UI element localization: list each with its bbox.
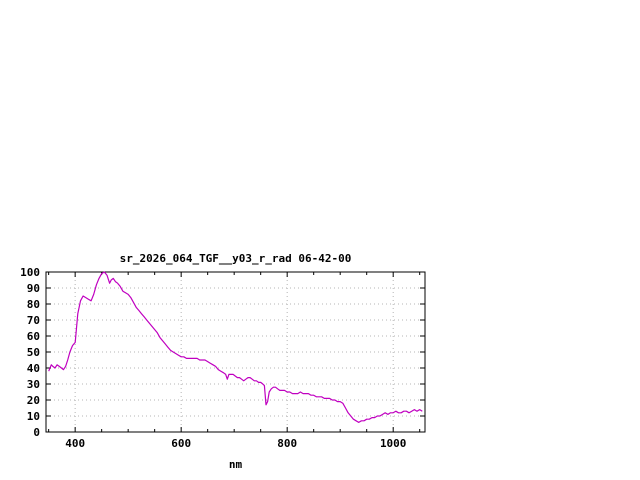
y-tick-label: 10 xyxy=(27,410,40,423)
x-axis-label: nm xyxy=(228,458,243,471)
y-tick-label: 70 xyxy=(27,314,40,327)
y-tick-label: 50 xyxy=(27,346,40,359)
y-tick-label: 0 xyxy=(33,426,40,439)
chart-title: sr_2026_064_TGF__y03_r_rad 06-42-00 xyxy=(119,252,352,265)
y-tick-label: 80 xyxy=(27,298,40,311)
x-tick-label: 800 xyxy=(277,437,297,450)
plot-border xyxy=(45,271,426,433)
y-tick-label: 30 xyxy=(27,378,40,391)
y-tick-label: 20 xyxy=(27,394,40,407)
y-tick-label: 40 xyxy=(27,362,40,375)
y-tick-label: 60 xyxy=(27,330,40,343)
x-tick-label: 400 xyxy=(65,437,85,450)
x-tick-label: 600 xyxy=(171,437,191,450)
data-line xyxy=(48,271,423,423)
y-tick-label: 100 xyxy=(20,266,40,279)
y-tick-label: 90 xyxy=(27,282,40,295)
x-tick-label: 1000 xyxy=(380,437,407,450)
